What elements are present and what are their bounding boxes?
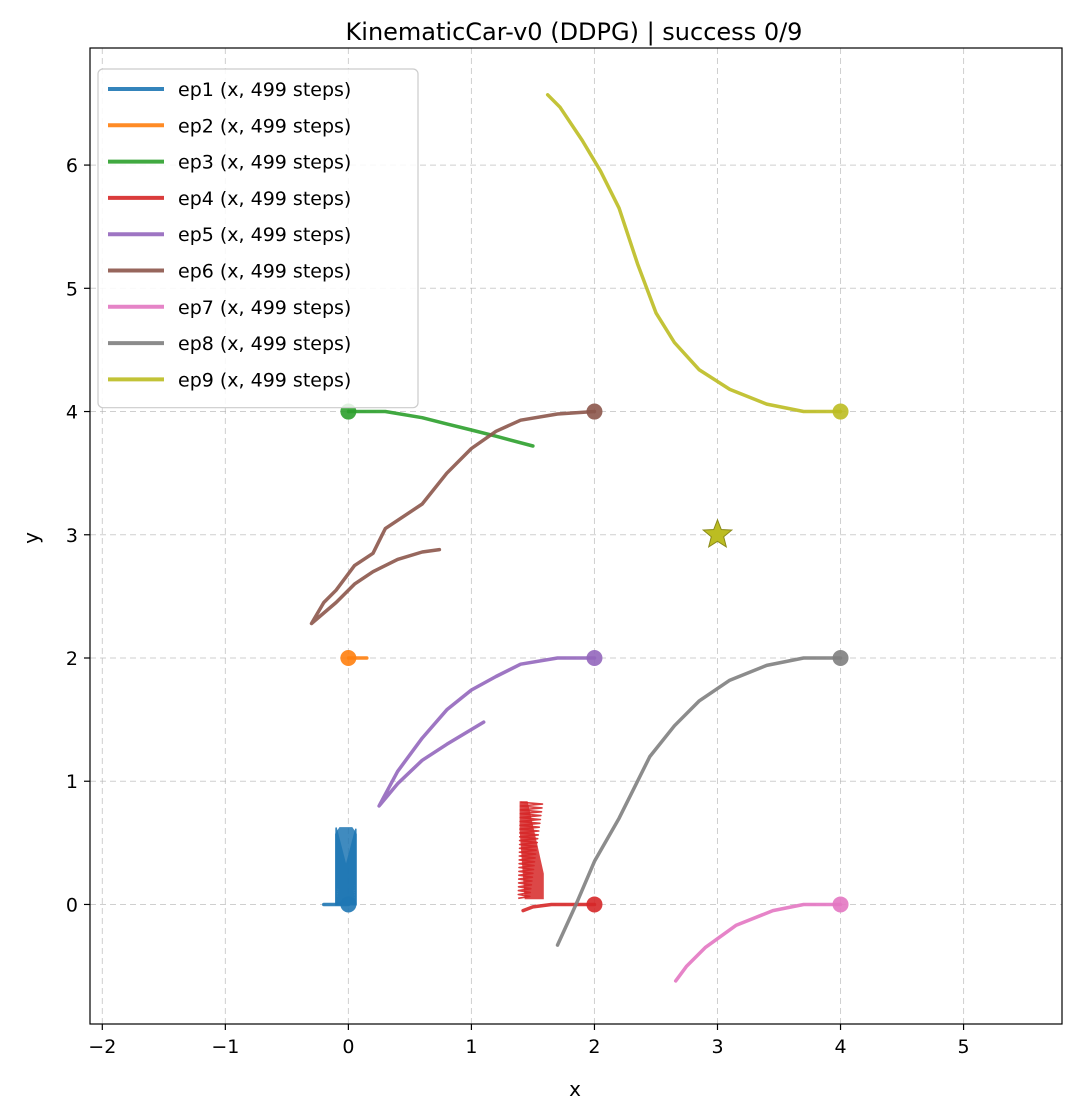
series-layer	[309, 93, 843, 983]
y-tick-label: 3	[66, 525, 78, 547]
legend-label-ep4: ep4 (x, 499 steps)	[178, 188, 351, 210]
x-tick-label: 0	[342, 1036, 354, 1058]
chart-title: KinematicCar-v0 (DDPG) | success 0/9	[346, 18, 803, 46]
tick-layer: −2 −1 0 1 2 3 4 5 0 1 2 3 4 5 6	[66, 155, 970, 1058]
ep2-start-point	[340, 650, 357, 666]
legend-label-ep2: ep2 (x, 499 steps)	[178, 115, 351, 137]
ep7-start-point	[832, 896, 849, 913]
ep7-trajectory-line	[673, 902, 843, 983]
y-axis-label: y	[19, 532, 43, 544]
x-tick-label: 4	[834, 1036, 846, 1058]
legend-label-ep3: ep3 (x, 499 steps)	[178, 152, 351, 174]
y-tick-label: 4	[66, 402, 78, 424]
ep4-oscillation-line	[517, 801, 544, 900]
x-tick-label: 3	[711, 1036, 723, 1058]
x-tick-label: −2	[88, 1036, 116, 1058]
y-tick-label: 0	[66, 894, 78, 916]
marker-layer	[340, 403, 849, 913]
y-tick-label: 5	[66, 278, 78, 300]
legend-label-ep8: ep8 (x, 499 steps)	[178, 333, 351, 355]
legend-label-ep5: ep5 (x, 499 steps)	[178, 224, 351, 246]
ep8-trajectory-line	[555, 656, 843, 947]
x-tick-label: 2	[588, 1036, 600, 1058]
y-tick-label: 1	[66, 771, 78, 793]
plot-frame	[89, 47, 1063, 1025]
ep8-start-point	[832, 650, 849, 666]
ep1-start-point	[340, 896, 357, 913]
ep5-trajectory-line	[377, 656, 597, 808]
ep6-start-point	[586, 403, 603, 420]
ep4-start-point	[586, 896, 603, 913]
ep3-trajectory-line	[346, 409, 535, 448]
ep9-trajectory-line	[545, 93, 843, 414]
legend-label-ep9: ep9 (x, 499 steps)	[178, 369, 351, 391]
x-tick-label: −1	[211, 1036, 239, 1058]
legend: ep1 (x, 499 steps) ep2 (x, 499 steps) ep3 …	[97, 68, 419, 409]
ep9-start-point	[832, 403, 849, 420]
y-tick-label: 6	[66, 155, 78, 177]
x-axis-label: x	[569, 1077, 581, 1101]
legend-label-ep1: ep1 (x, 499 steps)	[178, 79, 351, 101]
legend-label-ep7: ep7 (x, 499 steps)	[178, 297, 351, 319]
legend-box	[97, 68, 419, 409]
goal-star-icon	[701, 518, 734, 549]
ep4-trajectory-line	[521, 902, 597, 913]
legend-label-ep6: ep6 (x, 499 steps)	[178, 261, 351, 283]
x-tick-label: 1	[465, 1036, 477, 1058]
y-tick-label: 2	[66, 648, 78, 670]
ep5-start-point	[586, 650, 603, 666]
ep6-trajectory-line	[309, 409, 597, 626]
x-tick-label: 5	[958, 1036, 970, 1058]
